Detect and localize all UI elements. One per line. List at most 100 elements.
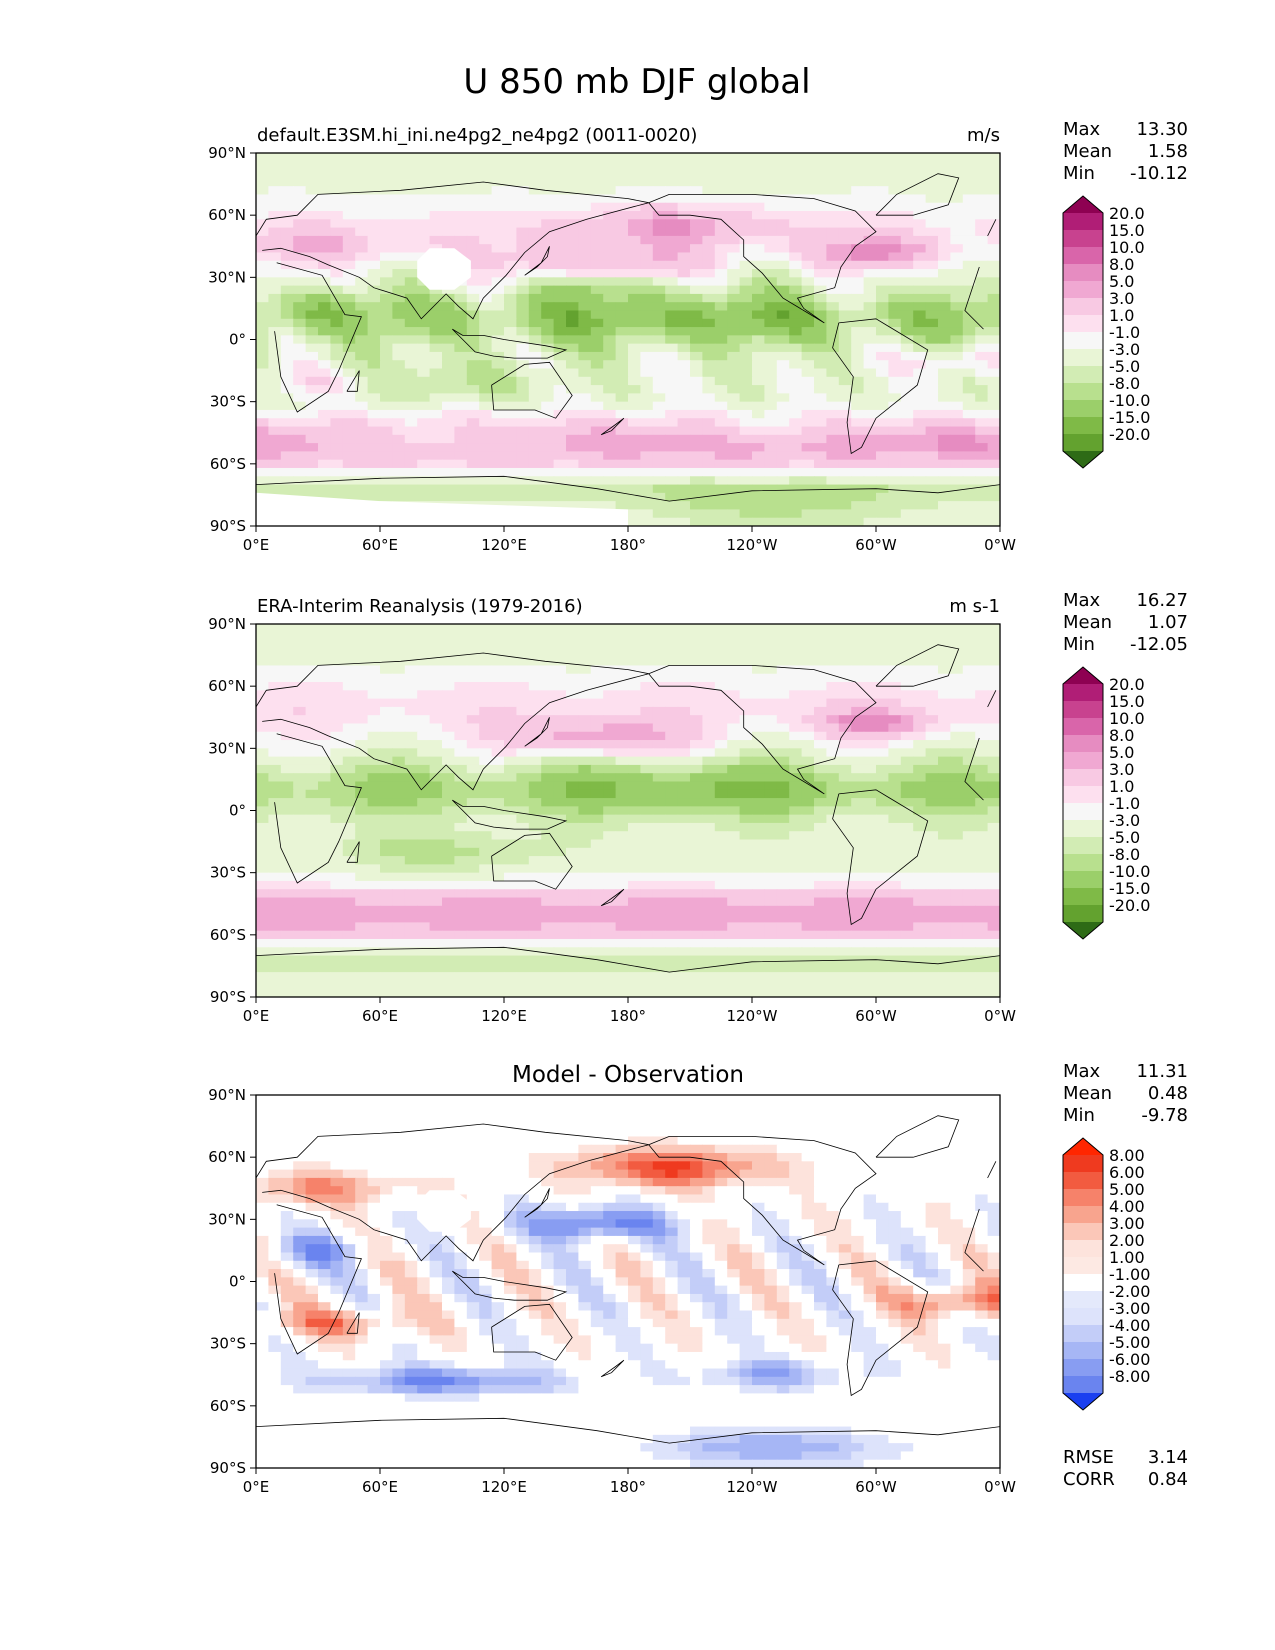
colorbar-swatch xyxy=(1063,1376,1103,1394)
colorbar-swatch xyxy=(1063,298,1103,316)
colorbar-label: -5.00 xyxy=(1109,1333,1150,1352)
y-tick-label: 60°N xyxy=(208,206,246,224)
x-tick-label: 60°W xyxy=(855,1007,897,1025)
y-tick-label: 60°N xyxy=(208,677,246,695)
colorbar-label: 5.00 xyxy=(1109,1180,1145,1199)
stat-min-label: Min xyxy=(1063,1105,1095,1126)
x-ticks-0: 0°E 60°E 120°E 180° 120°W 60°W 0°W xyxy=(243,526,1016,554)
x-tick-label: 180° xyxy=(610,1007,646,1025)
colorbar-swatch xyxy=(1063,905,1103,923)
colorbar-label: -10.0 xyxy=(1109,391,1150,410)
colorbar-label: 15.0 xyxy=(1109,221,1145,240)
field-layer-0 xyxy=(256,153,1000,526)
x-tick-label: 60°W xyxy=(855,536,897,554)
colorbar-label: -8.0 xyxy=(1109,374,1140,393)
colorbar-swatch xyxy=(1063,769,1103,787)
x-tick-label: 180° xyxy=(610,536,646,554)
colorbar-label: -8.0 xyxy=(1109,845,1140,864)
stat-mean-value: 1.07 xyxy=(1148,612,1188,633)
field-layer-2 xyxy=(256,1095,1000,1468)
stats-1: Max 16.27 Mean 1.07 Min -12.05 xyxy=(1063,590,1188,655)
x-tick-label: 0°W xyxy=(984,1478,1016,1496)
colorbar-swatch xyxy=(1063,1342,1103,1360)
coastlines-2 xyxy=(256,1115,1000,1444)
colorbar-swatch xyxy=(1063,701,1103,719)
figure-title: U 850 mb DJF global xyxy=(463,62,810,102)
colorbar-label: 1.0 xyxy=(1109,777,1134,796)
colorbar-swatch xyxy=(1063,803,1103,821)
colorbar-label: 20.0 xyxy=(1109,204,1145,223)
colorbar-swatch xyxy=(1063,349,1103,367)
x-ticks-2: 0°E 60°E 120°E 180° 120°W 60°W 0°W xyxy=(243,1468,1016,1496)
x-tick-label: 120°W xyxy=(727,536,778,554)
colorbar-label: -5.0 xyxy=(1109,357,1140,376)
y-tick-label: 30°S xyxy=(210,1335,246,1353)
x-tick-label: 0°E xyxy=(243,1478,270,1496)
colorbar-swatch xyxy=(1063,752,1103,770)
colorbar-swatch xyxy=(1063,383,1103,401)
panel-units-observation: m s-1 xyxy=(949,596,1000,617)
colorbar-swatch xyxy=(1063,1291,1103,1309)
colorbar-swatch xyxy=(1063,264,1103,282)
colorbar-swatch xyxy=(1063,315,1103,333)
stat-mean-value: 1.58 xyxy=(1148,141,1188,162)
stat-min-value: -12.05 xyxy=(1130,634,1188,655)
colorbar-0: 20.015.010.08.05.03.01.0-1.0-3.0-5.0-8.0… xyxy=(1062,195,1150,469)
stat-max-label: Max xyxy=(1063,590,1101,611)
colorbar-label: -10.0 xyxy=(1109,862,1150,881)
colorbar-label: -6.00 xyxy=(1109,1350,1150,1369)
panel-units-model: m/s xyxy=(967,125,1000,146)
colorbar-swatch xyxy=(1063,786,1103,804)
colorbar-swatch xyxy=(1063,1308,1103,1326)
stat-max-label: Max xyxy=(1063,1061,1101,1082)
y-tick-label: 90°S xyxy=(210,517,246,535)
colorbar-label: 10.0 xyxy=(1109,709,1145,728)
colorbar-label: 1.0 xyxy=(1109,306,1134,325)
stat-mean-value: 0.48 xyxy=(1148,1083,1188,1104)
y-tick-label: 90°S xyxy=(210,1459,246,1477)
stat-min-value: -9.78 xyxy=(1141,1105,1188,1126)
colorbar-label: -4.00 xyxy=(1109,1316,1150,1335)
coastlines-1 xyxy=(256,644,1000,973)
stat-max-label: Max xyxy=(1063,119,1101,140)
colorbar-swatch xyxy=(1063,718,1103,736)
colorbar-label: -3.0 xyxy=(1109,340,1140,359)
colorbar-swatch xyxy=(1063,1206,1103,1224)
x-tick-label: 60°E xyxy=(362,1007,398,1025)
colorbar-label: 2.00 xyxy=(1109,1231,1145,1250)
y-tick-label: 60°N xyxy=(208,1148,246,1166)
x-tick-label: 120°E xyxy=(481,1478,527,1496)
colorbar-label: 8.00 xyxy=(1109,1146,1145,1165)
x-tick-label: 120°E xyxy=(481,1007,527,1025)
colorbar-swatch xyxy=(1063,230,1103,248)
y-tick-label: 90°S xyxy=(210,988,246,1006)
colorbar-label: 8.0 xyxy=(1109,255,1134,274)
colorbar-label: -2.00 xyxy=(1109,1282,1150,1301)
colorbar-label: -3.0 xyxy=(1109,811,1140,830)
y-tick-label: 30°N xyxy=(208,739,246,757)
panel-difference: Model - Observation 0°E 60°E 120°E 180° 120°… xyxy=(208,1061,1188,1496)
y-tick-label: 0° xyxy=(229,802,246,820)
coastlines-0 xyxy=(256,173,1000,502)
x-tick-label: 0°W xyxy=(984,1007,1016,1025)
colorbar-label: -20.0 xyxy=(1109,896,1150,915)
colorbar-label: -20.0 xyxy=(1109,425,1150,444)
colorbar-swatch xyxy=(1063,1189,1103,1207)
x-tick-label: 60°E xyxy=(362,1478,398,1496)
colorbar-swatch xyxy=(1063,871,1103,889)
stat-mean-label: Mean xyxy=(1063,1083,1112,1104)
colorbar-2: 8.006.005.004.003.002.001.00-1.00-2.00-3… xyxy=(1062,1137,1150,1411)
colorbar-swatch xyxy=(1063,1257,1103,1275)
x-tick-label: 0°E xyxy=(243,536,270,554)
y-tick-label: 90°N xyxy=(208,615,246,633)
colorbar-swatch xyxy=(1063,332,1103,350)
colorbar-label: 1.00 xyxy=(1109,1248,1145,1267)
colorbar-swatch xyxy=(1063,1155,1103,1173)
colorbar-label: -1.0 xyxy=(1109,794,1140,813)
panel-model: default.E3SM.hi_ini.ne4pg2_ne4pg2 (0011-… xyxy=(208,119,1188,554)
metric-corr-label: CORR xyxy=(1063,1469,1115,1490)
panel-title-observation: ERA-Interim Reanalysis (1979-2016) xyxy=(257,596,583,617)
x-tick-label: 120°W xyxy=(727,1007,778,1025)
colorbar-swatch xyxy=(1063,213,1103,231)
